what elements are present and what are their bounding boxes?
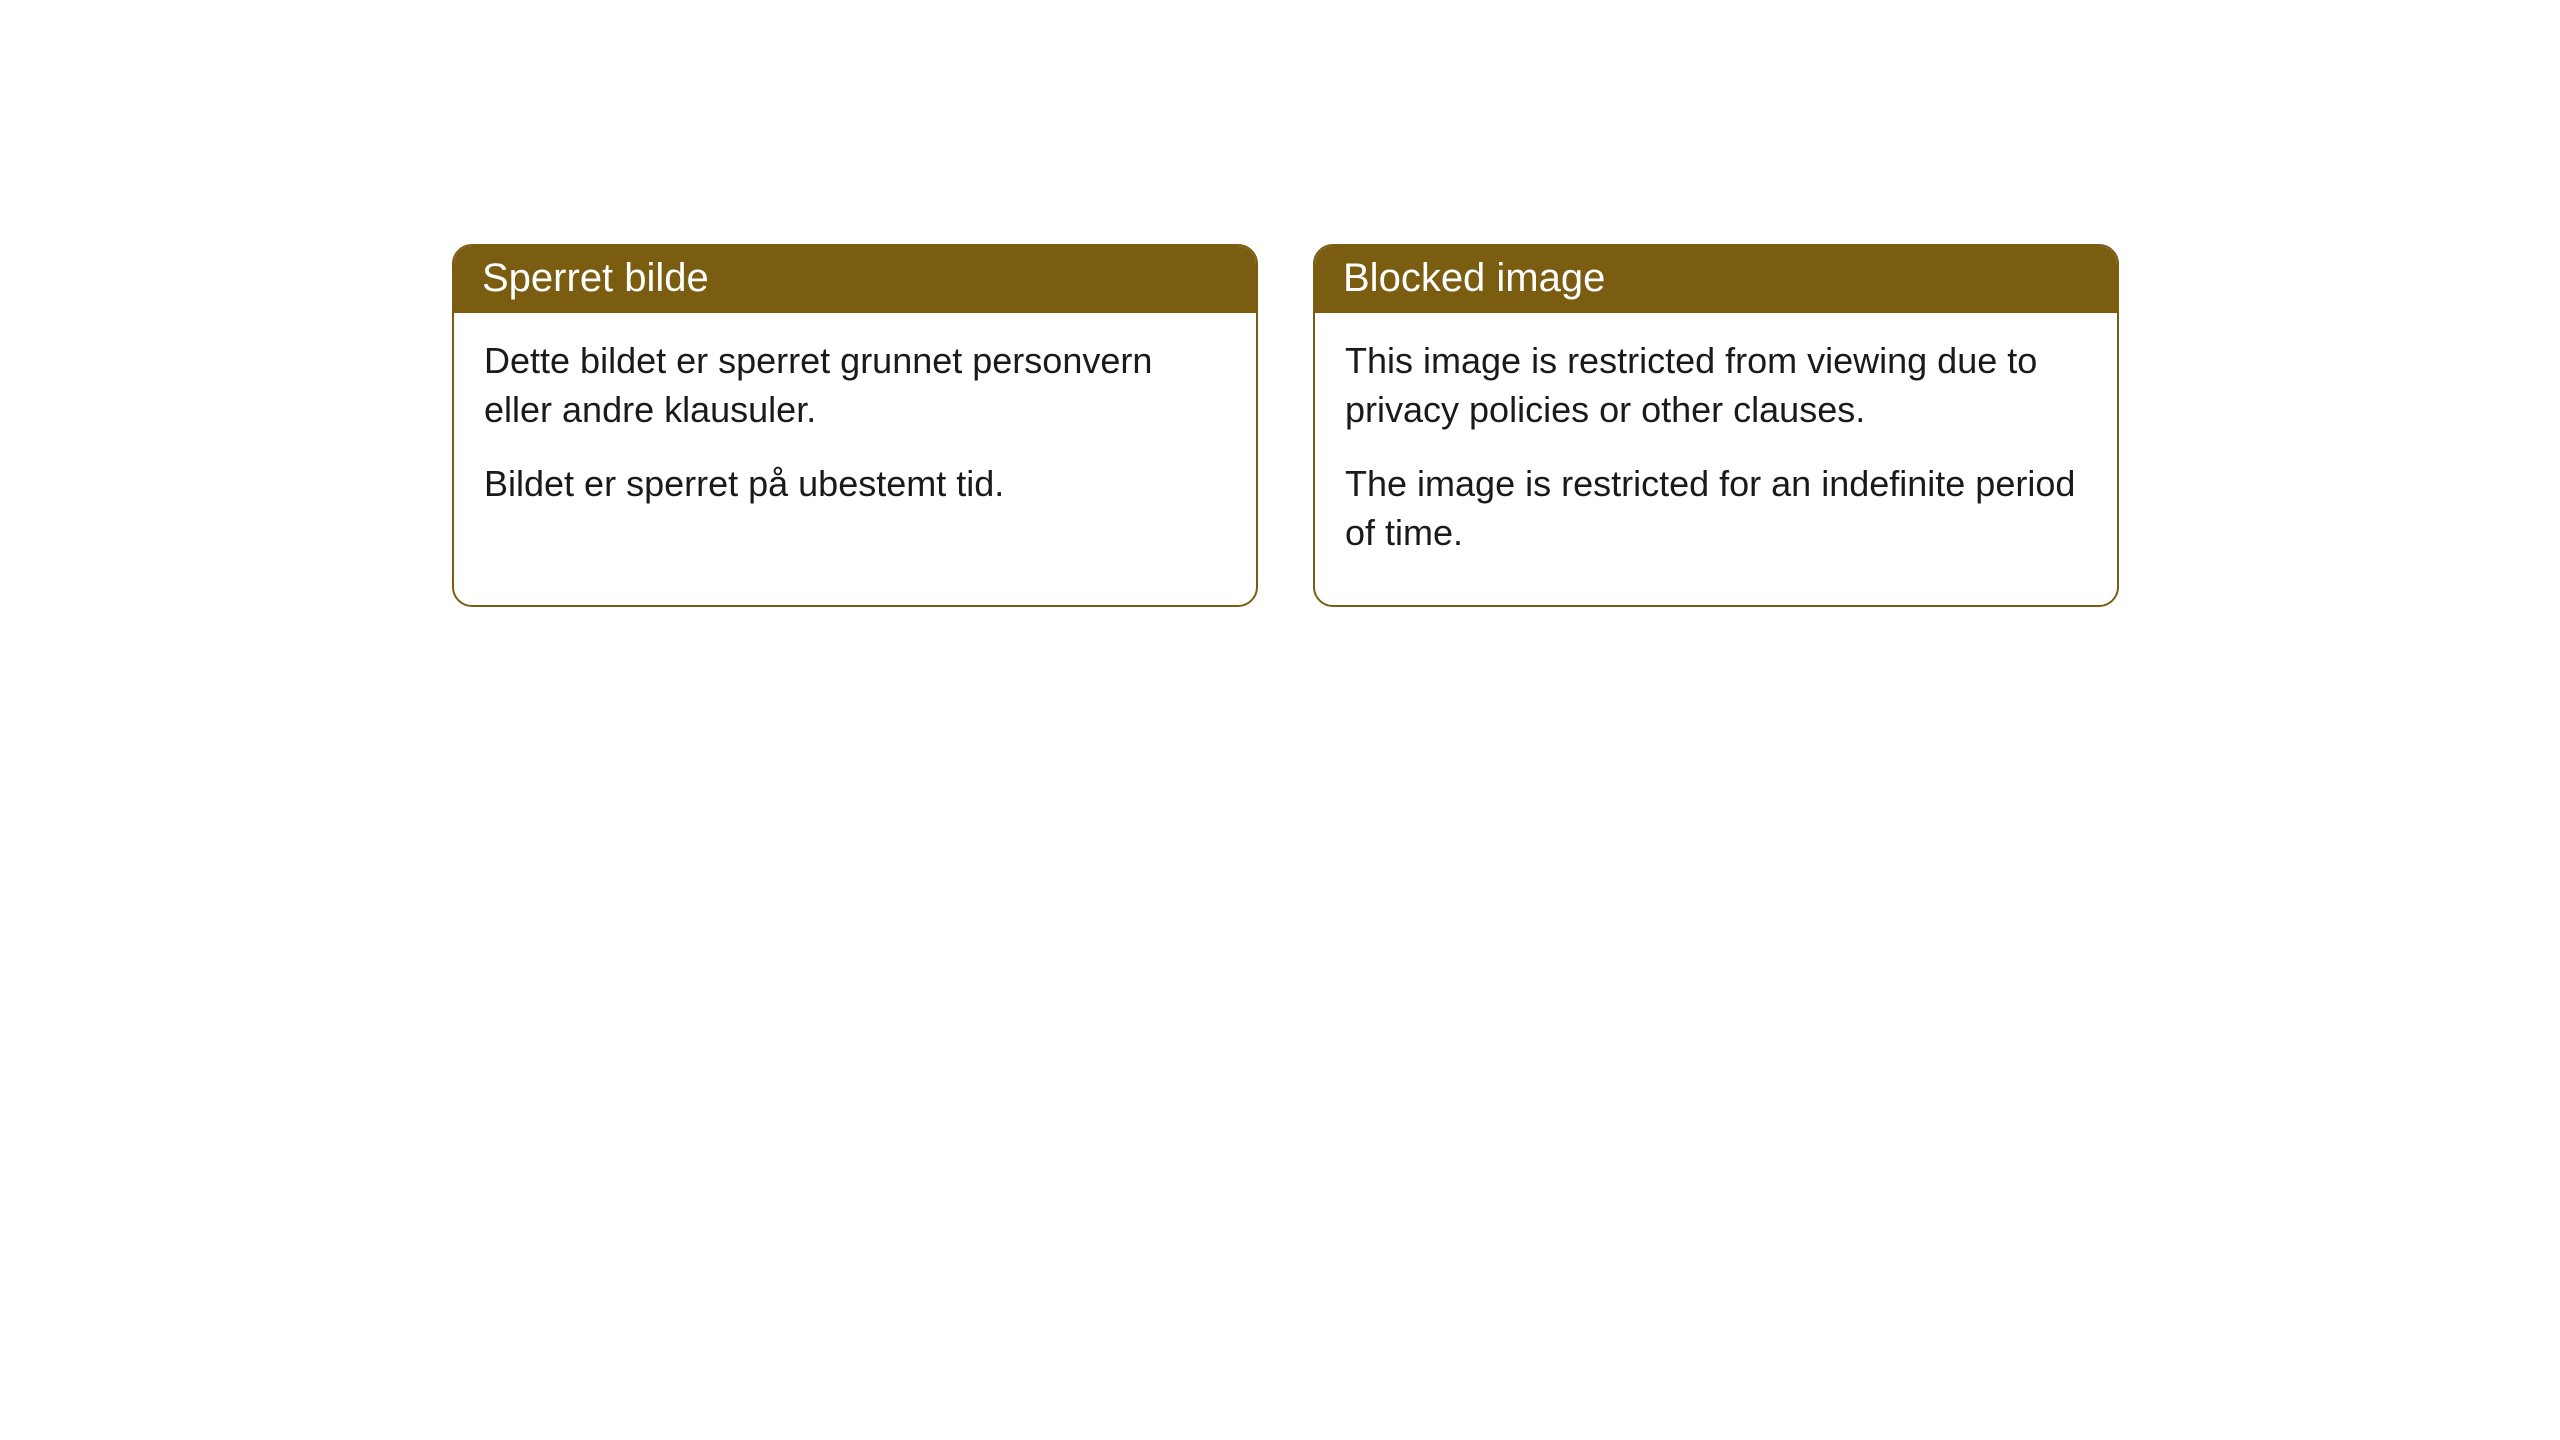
card-paragraph: This image is restricted from viewing du… bbox=[1345, 337, 2087, 434]
card-title: Sperret bilde bbox=[482, 256, 709, 300]
blocked-image-card-en: Blocked image This image is restricted f… bbox=[1313, 244, 2119, 607]
blocked-image-card-no: Sperret bilde Dette bildet er sperret gr… bbox=[452, 244, 1258, 607]
card-paragraph: Bildet er sperret på ubestemt tid. bbox=[484, 460, 1226, 509]
card-body: This image is restricted from viewing du… bbox=[1315, 313, 2117, 605]
card-paragraph: Dette bildet er sperret grunnet personve… bbox=[484, 337, 1226, 434]
card-paragraph: The image is restricted for an indefinit… bbox=[1345, 460, 2087, 557]
card-header: Blocked image bbox=[1315, 246, 2117, 313]
card-body: Dette bildet er sperret grunnet personve… bbox=[454, 313, 1256, 557]
notice-cards-container: Sperret bilde Dette bildet er sperret gr… bbox=[0, 0, 2560, 607]
card-header: Sperret bilde bbox=[454, 246, 1256, 313]
card-title: Blocked image bbox=[1343, 256, 1605, 300]
